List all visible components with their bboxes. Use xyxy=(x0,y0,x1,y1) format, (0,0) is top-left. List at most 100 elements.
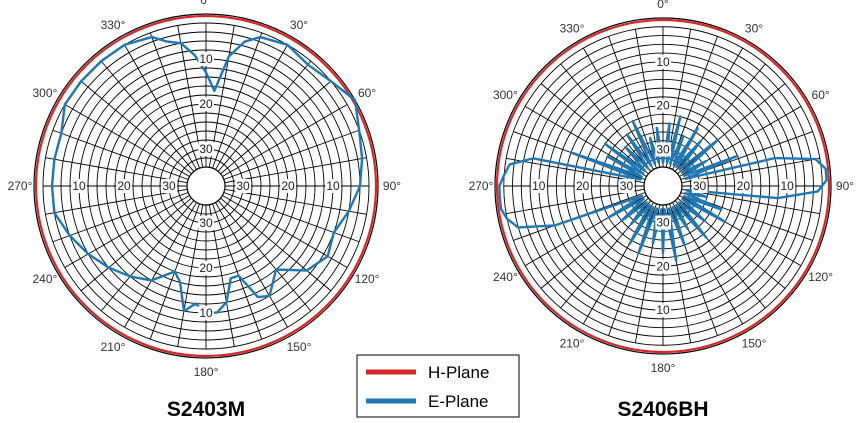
ring-tick-label: 30 xyxy=(693,179,707,193)
series-line-h-plane-ring xyxy=(34,14,378,358)
ring-tick-label-background xyxy=(161,179,177,193)
grid-spoke xyxy=(52,192,189,243)
ring-tick-label: 20 xyxy=(117,179,131,193)
ring-tick-label: 30 xyxy=(162,179,176,193)
angle-tick-label: 210° xyxy=(101,340,126,354)
angle-tick-label: 210° xyxy=(560,337,585,351)
ring-tick-label: 20 xyxy=(281,179,295,193)
chart-title: S2406BH xyxy=(617,398,708,421)
angle-tick-label: 240° xyxy=(493,270,518,284)
grid-spoke xyxy=(506,157,645,184)
ring-tick-label-background xyxy=(655,259,671,274)
angle-tick-label: 330° xyxy=(101,18,126,32)
grid-spoke xyxy=(223,129,360,180)
center-hole xyxy=(186,166,226,206)
grid-spoke xyxy=(582,202,654,325)
ring-tick-label-background xyxy=(325,179,341,193)
ring-tick-label-background xyxy=(655,98,671,113)
angle-tick-label: 30° xyxy=(745,21,763,35)
ring-tick-label: 10 xyxy=(656,303,670,317)
ring-tick-label-background xyxy=(198,52,214,66)
ring-tick-label-background xyxy=(574,179,591,193)
angle-tick-label: 90° xyxy=(836,179,854,193)
angle-tick-label: 120° xyxy=(808,270,833,284)
ring-tick-label-background xyxy=(198,306,214,320)
ring-tick-label: 10 xyxy=(199,52,213,66)
angle-tick-labels: 0° 30° 60° 90° 120° 150° 180° 210° 240° 270° 300° 3… xyxy=(469,0,855,375)
grid-spoke xyxy=(80,197,192,292)
ring-tick-label-background xyxy=(655,54,671,69)
grid-spoke xyxy=(64,195,190,268)
angle-tick-labels: 0° 30° 60° 90° 120° 150° 180° 210° 240° 270° 300° 3… xyxy=(8,0,402,379)
ring-tick-label: 10 xyxy=(72,179,86,193)
grid-spoke xyxy=(45,188,188,215)
grid-spoke xyxy=(674,200,766,309)
grid-spoke xyxy=(212,32,263,169)
polar-chart-s2406bh: 0° 30° 60° 90° 120° 150° 180° 210° 240° 270° 300° 3… xyxy=(469,0,855,421)
angle-tick-label: 330° xyxy=(560,21,585,35)
angle-tick-label: 60° xyxy=(812,88,830,102)
grid-spoke xyxy=(582,47,654,170)
chart-title: S2403M xyxy=(167,398,245,421)
legend-label-e-plane: E-Plane xyxy=(428,392,488,411)
ring-tick-label-background xyxy=(691,179,708,193)
center-hole xyxy=(643,166,683,206)
grid-spoke xyxy=(149,32,200,169)
ring-tick-labels: 10 20 30 10 20 30 10 20 30 10 20 30 xyxy=(531,54,796,318)
grid-spoke xyxy=(224,188,367,215)
grid-spoke xyxy=(100,200,195,312)
angle-tick-label: 90° xyxy=(383,179,401,193)
legend-label-h-plane: H-Plane xyxy=(428,363,489,382)
ring-tick-label: 10 xyxy=(532,179,546,193)
grid-spoke xyxy=(681,188,820,215)
ring-tick-label-background xyxy=(779,179,796,193)
ring-tick-label-background xyxy=(235,179,251,193)
legend-box xyxy=(356,354,520,418)
ring-tick-label: 30 xyxy=(656,142,670,156)
ring-tick-label-background xyxy=(116,179,132,193)
grid-spoke xyxy=(212,203,263,340)
angle-tick-label: 270° xyxy=(8,179,33,193)
grid-spoke xyxy=(217,200,312,312)
grid-spoke xyxy=(124,202,197,328)
grid-spoke xyxy=(560,63,652,172)
angle-tick-label: 300° xyxy=(33,86,58,100)
ring-tick-label: 10 xyxy=(326,179,340,193)
grid-outer-ring xyxy=(33,13,379,359)
grid-spoke xyxy=(215,202,288,328)
grid-spoke xyxy=(220,80,332,175)
angle-tick-label: 0° xyxy=(657,0,669,11)
ring-tick-label: 20 xyxy=(199,97,213,111)
angle-tick-label: 60° xyxy=(358,86,376,100)
ring-tick-label: 10 xyxy=(199,306,213,320)
grid-spoke xyxy=(52,129,189,180)
angle-tick-label: 180° xyxy=(194,365,219,379)
grid-spoke xyxy=(506,188,645,215)
ring-tick-label-background xyxy=(198,97,214,111)
ring-tick-label-background xyxy=(280,179,296,193)
ring-tick-label: 30 xyxy=(656,216,670,230)
grid-spoke xyxy=(608,36,657,169)
grid-spoke xyxy=(224,157,367,184)
ring-tick-label: 10 xyxy=(781,179,795,193)
chart-series-group xyxy=(495,18,831,354)
ring-tick-label-background xyxy=(198,142,214,156)
grid-spoke xyxy=(540,83,649,175)
ring-tick-label: 20 xyxy=(576,179,590,193)
grid-outer-ring xyxy=(494,17,832,355)
ring-tick-label-background xyxy=(198,261,214,275)
grid-spoke xyxy=(217,60,312,172)
grid-spoke xyxy=(80,80,192,175)
ring-tick-label-background xyxy=(71,179,87,193)
ring-tick-label-background xyxy=(655,215,671,230)
angle-tick-label: 300° xyxy=(493,88,518,102)
grid-spoke xyxy=(681,157,820,184)
ring-tick-label: 30 xyxy=(236,179,250,193)
ring-tick-label: 30 xyxy=(620,179,634,193)
angle-tick-label: 270° xyxy=(469,179,494,193)
ring-tick-labels: 10 20 30 10 20 30 10 20 30 10 20 30 xyxy=(71,52,341,320)
angle-tick-label: 150° xyxy=(287,340,312,354)
angle-tick-label: 120° xyxy=(355,272,380,286)
grid-spoke xyxy=(64,104,190,177)
